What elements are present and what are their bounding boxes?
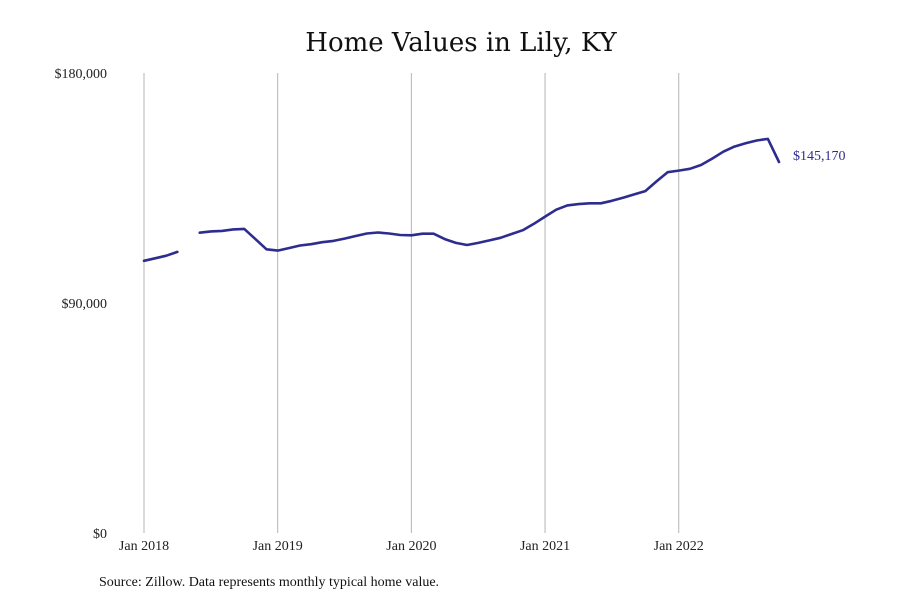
x-tick-label: Jan 2018 bbox=[119, 539, 169, 554]
source-note: Source: Zillow. Data represents monthly … bbox=[99, 575, 439, 590]
y-tick-label: $90,000 bbox=[62, 297, 108, 312]
x-tick-label: Jan 2020 bbox=[386, 539, 436, 554]
y-tick-label: $180,000 bbox=[55, 67, 108, 82]
x-tick-label: Jan 2021 bbox=[520, 539, 570, 554]
y-axis-tick-labels: $0 $90,000 $180,000 bbox=[55, 67, 108, 542]
x-axis-tick-labels: Jan 2018 Jan 2019 Jan 2020 Jan 2021 Jan 2022 bbox=[119, 539, 704, 554]
end-value-label: $145,170 bbox=[793, 149, 846, 164]
series-line-segment-1 bbox=[198, 137, 781, 252]
y-tick-label: $0 bbox=[93, 527, 107, 542]
chart-title: Home Values in Lily, KY bbox=[305, 28, 617, 58]
gridlines bbox=[143, 73, 680, 533]
series-line-segment-0 bbox=[142, 250, 179, 263]
x-tick-label: Jan 2022 bbox=[654, 539, 704, 554]
x-tick-label: Jan 2019 bbox=[253, 539, 303, 554]
home-value-series bbox=[142, 137, 781, 263]
